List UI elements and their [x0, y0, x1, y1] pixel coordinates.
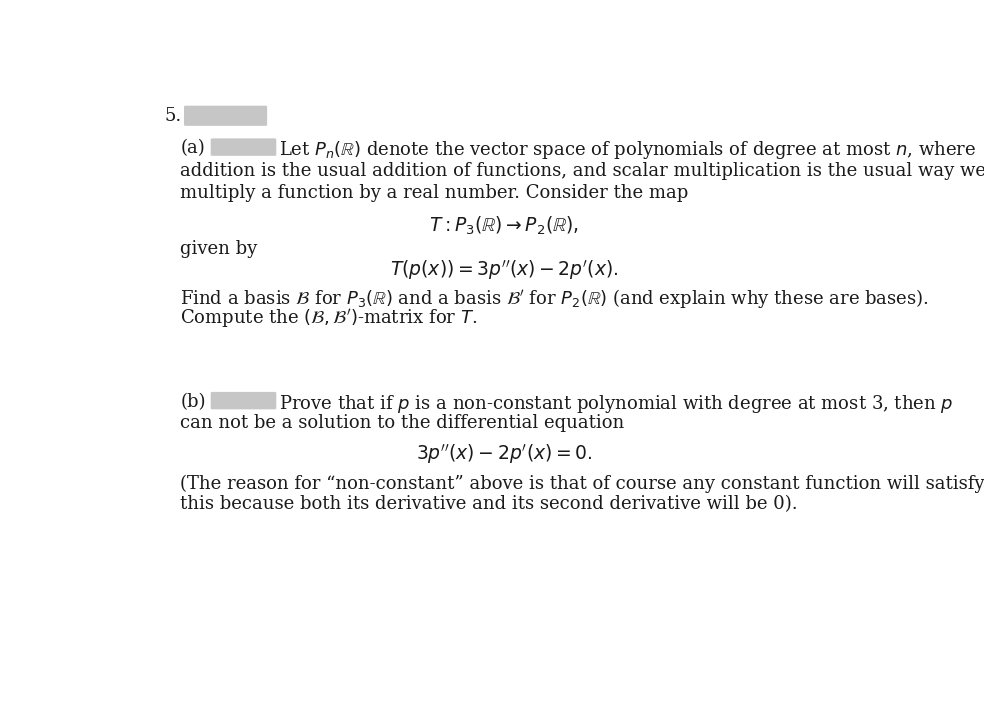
Text: $T(p(x)) = 3p''(x) - 2p'(x).$: $T(p(x)) = 3p''(x) - 2p'(x).$ [390, 258, 619, 282]
Text: can not be a solution to the differential equation: can not be a solution to the differentia… [180, 413, 625, 432]
Text: Find a basis $\mathcal{B}$ for $P_3(\mathbb{R})$ and a basis $\mathcal{B}'$ for : Find a basis $\mathcal{B}$ for $P_3(\mat… [180, 287, 929, 309]
FancyBboxPatch shape [211, 138, 277, 156]
Text: $3p''(x) - 2p'(x) = 0.$: $3p''(x) - 2p'(x) = 0.$ [416, 442, 592, 466]
Text: Prove that if $p$ is a non-constant polynomial with degree at most 3, then $p$: Prove that if $p$ is a non-constant poly… [279, 393, 953, 415]
Text: given by: given by [180, 240, 258, 258]
Text: (a): (a) [180, 139, 205, 157]
Text: (The reason for “non-constant” above is that of course any constant function wil: (The reason for “non-constant” above is … [180, 475, 984, 493]
FancyBboxPatch shape [184, 105, 267, 126]
Text: Compute the $(\mathcal{B}, \mathcal{B}')$-matrix for $T$.: Compute the $(\mathcal{B}, \mathcal{B}')… [180, 307, 477, 331]
Text: $T: P_3(\mathbb{R}) \rightarrow P_2(\mathbb{R}),$: $T: P_3(\mathbb{R}) \rightarrow P_2(\mat… [429, 215, 580, 237]
Text: (b): (b) [180, 393, 206, 411]
Text: addition is the usual addition of functions, and scalar multiplication is the us: addition is the usual addition of functi… [180, 162, 984, 181]
Text: this because both its derivative and its second derivative will be 0).: this because both its derivative and its… [180, 495, 798, 513]
FancyBboxPatch shape [211, 392, 277, 409]
Text: multiply a function by a real number. Consider the map: multiply a function by a real number. Co… [180, 184, 689, 202]
Text: 5.: 5. [165, 107, 182, 125]
Text: Let $P_n(\mathbb{R})$ denote the vector space of polynomials of degree at most $: Let $P_n(\mathbb{R})$ denote the vector … [279, 139, 976, 161]
